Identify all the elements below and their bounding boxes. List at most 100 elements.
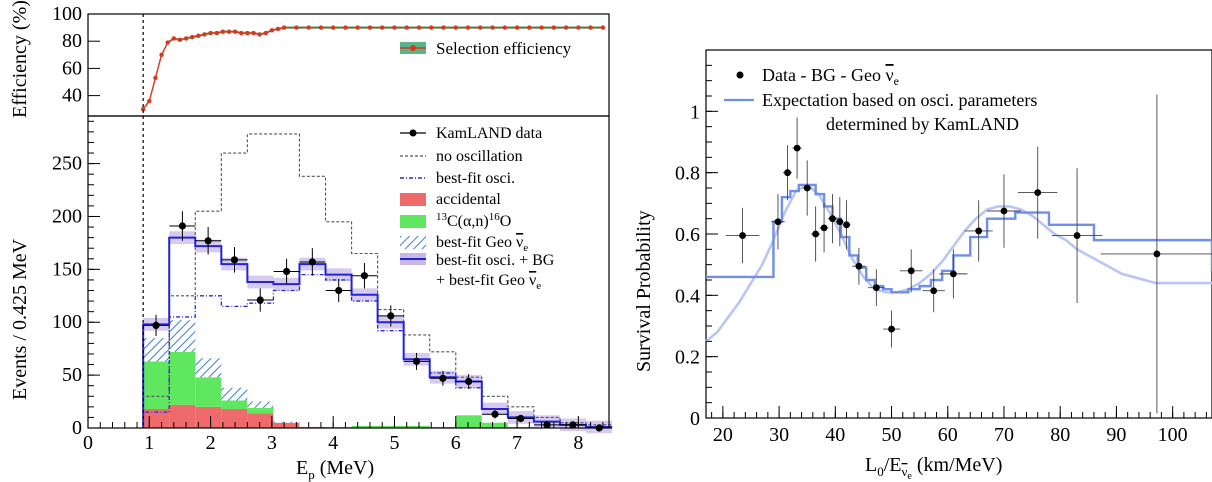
legend-item-bestosc: best-fit osci. <box>400 170 515 187</box>
bar-accidental <box>221 408 248 428</box>
efficiency-point <box>441 25 446 30</box>
x-tick-label: 0 <box>83 432 93 454</box>
bar-geo <box>169 320 196 352</box>
total-line <box>142 236 613 428</box>
data-point <box>412 357 421 365</box>
data-point <box>872 284 880 292</box>
efficiency-point <box>355 25 360 30</box>
efficiency-panel: 40 60 80 100 Selection efficiency Efficienc… <box>9 0 610 118</box>
x-tick-label: 5 <box>389 432 399 454</box>
efficiency-point <box>429 25 434 30</box>
efficiency-point <box>245 30 250 36</box>
y-tick-label: 1 <box>690 101 700 123</box>
y-tick-label: 0.8 <box>675 163 700 185</box>
data-point <box>843 221 850 229</box>
data-point <box>465 377 473 386</box>
efficiency-point <box>140 107 146 112</box>
bar-alpha-n <box>169 351 196 405</box>
efficiency-point <box>576 25 581 30</box>
efficiency-point <box>183 36 189 41</box>
x-tick-label: 40 <box>825 424 845 446</box>
data-point <box>1000 207 1008 215</box>
efficiency-point <box>226 29 232 34</box>
efficiency-point <box>171 36 177 41</box>
data-point <box>829 215 836 223</box>
y-tick-label: 250 <box>52 153 82 175</box>
spectrum-frame <box>87 115 610 429</box>
x-tick-label: 1 <box>144 432 154 454</box>
legend-item-geo: best-fit Geo νe <box>400 234 528 254</box>
svg-text:no oscillation: no oscillation <box>436 148 523 165</box>
bar-geo <box>195 358 222 378</box>
data-point <box>949 270 957 278</box>
legend-item-data: KamLAND data <box>400 125 542 142</box>
efficiency-point <box>600 25 606 30</box>
data-point <box>820 224 828 232</box>
spectrum-xlabel: Ep (MeV) <box>296 457 374 482</box>
survival-ylabel: Survival Probability <box>633 210 655 372</box>
efficiency-ylabel: Efficiency (%) <box>9 0 31 118</box>
data-point <box>793 144 801 152</box>
spectrum-ylabel: Events / 0.425 MeV <box>9 238 31 400</box>
data-point <box>256 296 264 304</box>
svg-text:Data - BG - Geo νe: Data - BG - Geo νe <box>762 65 899 88</box>
data-point <box>836 218 844 226</box>
efficiency-point <box>177 37 183 43</box>
data-point <box>930 287 938 295</box>
efficiency-point <box>269 28 275 33</box>
efficiency-point <box>380 25 385 30</box>
efficiency-point <box>202 32 207 37</box>
efficiency-point <box>147 98 152 104</box>
data-point <box>812 230 820 238</box>
y-tick-label: 0 <box>72 417 82 439</box>
data-point <box>543 421 551 429</box>
data-point <box>784 169 791 177</box>
survival-xlabel: L0/Eνe (km/MeV) <box>865 454 1002 482</box>
efficiency-point <box>257 32 262 37</box>
efficiency-point <box>239 30 244 36</box>
efficiency-point <box>196 33 201 38</box>
bar-accidental <box>169 404 196 428</box>
efficiency-point <box>330 25 336 30</box>
y-tick-label: 80 <box>62 30 82 52</box>
legend-item-noosc: no oscillation <box>400 148 523 165</box>
y-tick-label: 150 <box>52 258 82 280</box>
data-point <box>975 227 983 235</box>
legend-item-expectation: Expectation based on osci. parameters de… <box>724 90 1037 134</box>
x-tick-label: 90 <box>1106 424 1126 446</box>
data-point <box>1073 232 1081 239</box>
efficiency-point <box>281 25 287 30</box>
svg-text:determined by KamLAND: determined by KamLAND <box>826 114 1019 134</box>
x-tick-label: 30 <box>769 424 789 446</box>
spectrum-legend: KamLAND data no oscillation best-fit osc… <box>400 125 555 292</box>
x-tick-label: 50 <box>882 424 902 446</box>
data-point <box>774 218 782 226</box>
smooth-expectation <box>705 183 1212 343</box>
svg-text:best-fit Geo νe: best-fit Geo νe <box>436 234 528 254</box>
efficiency-point <box>208 30 213 36</box>
y-tick-label: 0.6 <box>675 224 700 246</box>
data-point <box>907 267 915 275</box>
legend-item-data-geo: Data - BG - Geo νe <box>736 65 899 88</box>
legend-item-total: best-fit osci. + BG + best-fit Geo νe <box>400 252 555 292</box>
data-point <box>491 410 499 418</box>
data-point <box>152 321 160 330</box>
data-point <box>439 374 447 382</box>
bar-accidental <box>273 422 300 428</box>
efficiency-point <box>404 25 409 30</box>
legend-label-efficiency: Selection efficiency <box>436 39 572 58</box>
efficiency-point <box>453 25 458 30</box>
data-point <box>360 272 369 280</box>
bar-geo <box>143 338 170 362</box>
efficiency-point <box>478 25 483 30</box>
bar-alpha-n <box>455 415 482 428</box>
data-point <box>739 232 746 239</box>
bar-alpha-n <box>403 425 430 428</box>
efficiency-point <box>551 25 557 30</box>
efficiency-point <box>251 30 256 36</box>
efficiency-point <box>465 25 471 30</box>
y-tick-label: 0 <box>690 408 700 430</box>
x-tick-label: 7 <box>512 432 522 454</box>
x-tick-label: 6 <box>451 432 461 454</box>
svg-text:Expectation based on osci. par: Expectation based on osci. parameters <box>762 90 1037 110</box>
